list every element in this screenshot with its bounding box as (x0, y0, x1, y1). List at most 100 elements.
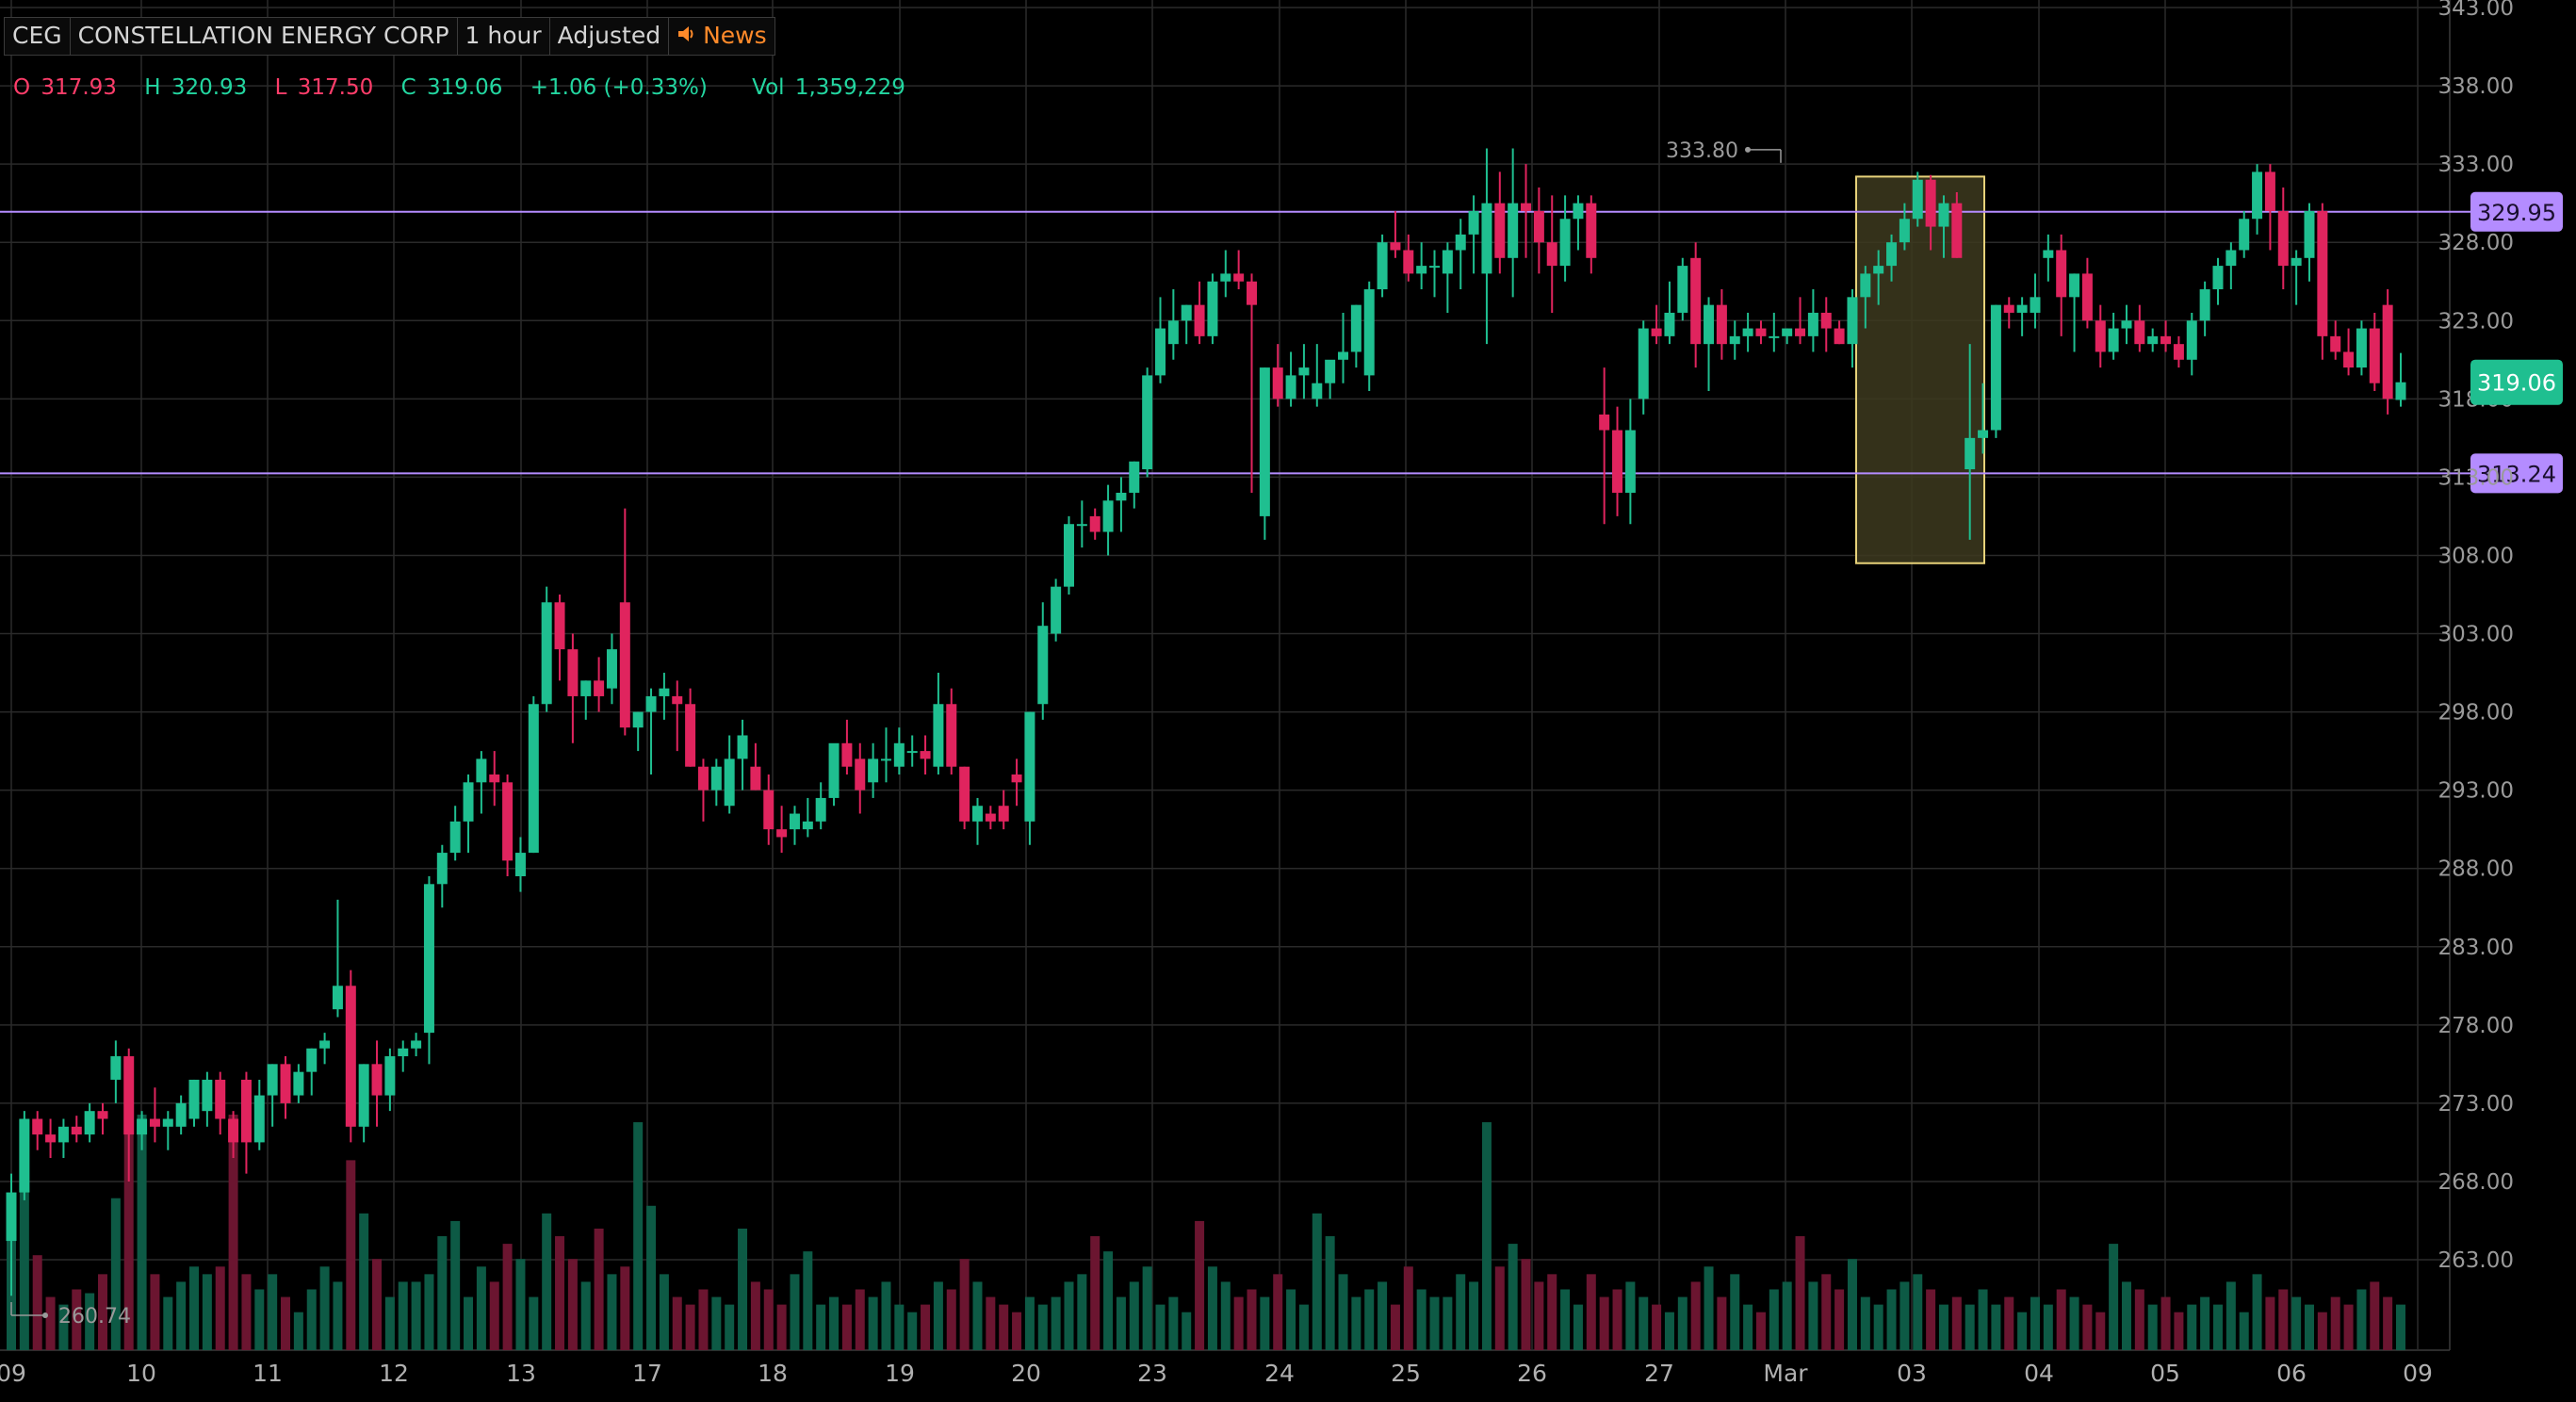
volume-bar (841, 1304, 852, 1350)
volume-bar (2278, 1289, 2289, 1350)
x-tick-label: Mar (1763, 1360, 1808, 1387)
volume-bar (1247, 1289, 1257, 1350)
candle-body (2199, 289, 2210, 321)
candle-body (240, 1079, 252, 1143)
volume-bar (2370, 1281, 2380, 1350)
volume-bar (1168, 1296, 1179, 1350)
candle-body (1755, 328, 1767, 336)
candle-body (2382, 304, 2393, 399)
candle-body (1442, 250, 1453, 274)
volume-bar (1860, 1296, 1870, 1350)
symbol-ticker[interactable]: CEG (4, 17, 71, 56)
volume-bar (1547, 1274, 1557, 1350)
volume-bar (2212, 1304, 2223, 1350)
adjustment-selector[interactable]: Adjusted (549, 17, 670, 56)
candle-body (1638, 328, 1649, 399)
y-tick-label: 298.00 (2438, 701, 2514, 725)
candle-body (2121, 320, 2132, 329)
candle-body (619, 602, 630, 728)
level-tag (2470, 453, 2563, 494)
volume-bar (1286, 1289, 1296, 1350)
candle-body (1024, 711, 1035, 822)
volume-bar (1534, 1281, 1544, 1350)
volume-bar (894, 1304, 905, 1350)
candle-body (880, 758, 891, 761)
volume-bar (384, 1296, 395, 1350)
candle-body (2225, 250, 2237, 267)
y-tick-label: 333.00 (2438, 153, 2514, 177)
candle-body (1247, 281, 1258, 305)
volume-bar (763, 1289, 774, 1350)
candle-body (1116, 492, 1127, 501)
candle-body (2069, 273, 2080, 298)
x-tick-label: 12 (379, 1360, 409, 1387)
candle-body (514, 853, 526, 876)
candle-body (436, 853, 448, 885)
change-value: +1.06 (+0.33%) (530, 75, 708, 100)
candle-body (1363, 289, 1375, 376)
volume-bar (594, 1228, 604, 1350)
y-tick-label: 288.00 (2438, 857, 2514, 882)
candle-body (175, 1102, 187, 1127)
volume-bar (1677, 1296, 1687, 1350)
candle-body (345, 986, 356, 1127)
volume-bar (2225, 1281, 2236, 1350)
candle-body (1677, 266, 1688, 313)
candle-body (1494, 203, 1506, 258)
volume-bar (72, 1289, 82, 1350)
volume-bar (110, 1198, 121, 1350)
candle-body (267, 1064, 278, 1096)
candle-body (2056, 250, 2067, 298)
volume-bar (1481, 1122, 1492, 1350)
candle-body (1599, 414, 1610, 431)
current-price-tag (2470, 359, 2563, 405)
volume-bar (972, 1281, 983, 1350)
volume-bar (1769, 1289, 1779, 1350)
volume-bar (123, 1122, 134, 1350)
candle-body (1990, 304, 2001, 431)
interval-selector[interactable]: 1 hour (457, 17, 550, 56)
close-value: 319.06 (426, 75, 503, 100)
candle-body (280, 1064, 291, 1103)
volume-bar (2187, 1304, 2197, 1350)
y-tick-label: 323.00 (2438, 309, 2514, 334)
volume-bar (1873, 1304, 1883, 1350)
volume-bar (725, 1304, 735, 1350)
close-label: C (400, 75, 416, 100)
volume-bar (946, 1289, 956, 1350)
candle-body (2291, 257, 2302, 267)
candle-body (1951, 203, 1963, 258)
candle-body (1912, 179, 1923, 220)
volume-bar (1560, 1289, 1571, 1350)
candle-body (162, 1118, 173, 1127)
candle-body (2212, 266, 2224, 290)
candle-body (110, 1056, 122, 1080)
volume-bar (1847, 1259, 1857, 1350)
volume-bar (489, 1281, 499, 1350)
candle-body (1051, 586, 1062, 634)
volume-bar (2200, 1296, 2210, 1350)
volume-bar (98, 1274, 108, 1350)
volume-bar (1599, 1296, 1609, 1350)
high-value: 320.93 (171, 75, 248, 100)
candle-body (188, 1079, 200, 1119)
speaker-icon (677, 22, 697, 49)
y-tick-label: 313.00 (2438, 465, 2514, 490)
volume-bar (1051, 1296, 1061, 1350)
candle-body (1298, 367, 1310, 376)
volume-bar (1494, 1266, 1505, 1350)
candle-body (2081, 273, 2093, 321)
y-tick-label: 308.00 (2438, 544, 2514, 568)
volume-bar (2134, 1289, 2144, 1350)
volume-bar (580, 1281, 591, 1350)
volume-bar (1233, 1296, 1244, 1350)
highlight-box (1855, 175, 1985, 564)
volume-bar (424, 1274, 434, 1350)
high-label: H (144, 75, 161, 100)
volume-bar (803, 1251, 813, 1350)
candle-body (815, 797, 826, 822)
news-button[interactable]: News (669, 17, 775, 56)
volume-bar (2304, 1304, 2314, 1350)
